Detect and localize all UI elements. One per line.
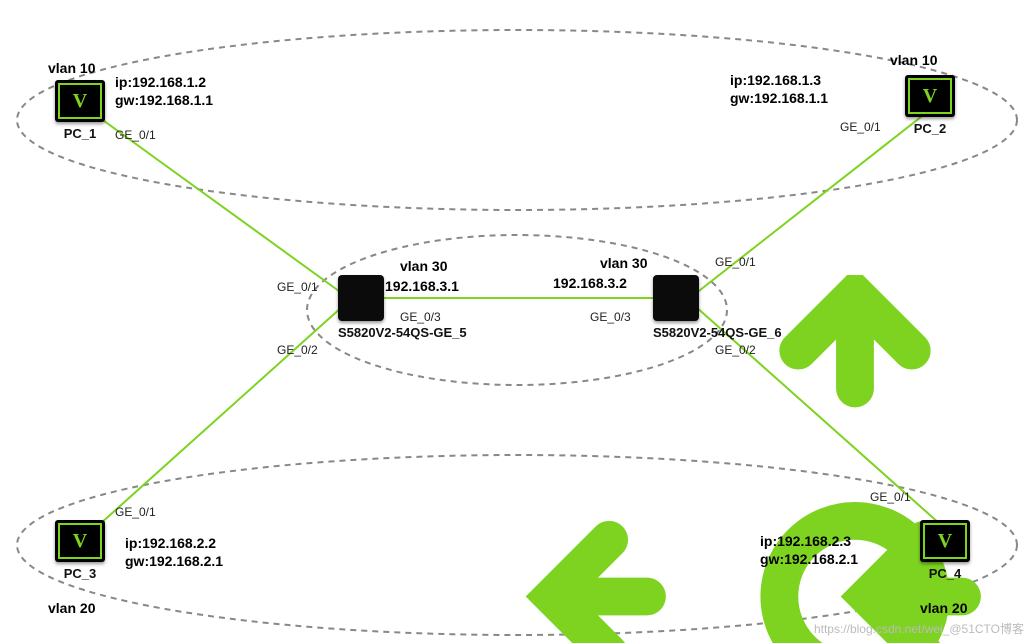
switch-5-port-3: GE_0/3 — [400, 310, 441, 324]
topology-canvas: S5820V2-54QS-GE_5 vlan 30 192.168.3.1 GE… — [0, 0, 1034, 643]
pc-1-port: GE_0/1 — [115, 128, 156, 142]
pc-4-vlan: vlan 20 — [920, 600, 967, 616]
switch-5-label: S5820V2-54QS-GE_5 — [338, 325, 467, 340]
pc-3-label: PC_3 — [55, 566, 105, 581]
pc-4-label: PC_4 — [920, 566, 970, 581]
switch-6-port-3: GE_0/3 — [590, 310, 631, 324]
switch-5-ip: 192.168.3.1 — [385, 278, 459, 294]
pc-3[interactable]: V PC_3 — [55, 520, 105, 581]
pc-2-port: GE_0/1 — [840, 120, 881, 134]
pc-icon: V — [55, 80, 105, 122]
pc-icon: V — [905, 75, 955, 117]
pc-3-ip: ip:192.168.2.2 — [125, 535, 216, 551]
switch-icon — [338, 275, 384, 321]
switch-5-vlan: vlan 30 — [400, 258, 447, 274]
switch-6[interactable]: S5820V2-54QS-GE_6 — [653, 275, 782, 340]
pc-3-gw: gw:192.168.2.1 — [125, 553, 223, 569]
pc-1[interactable]: V PC_1 — [55, 80, 105, 141]
pc-2-vlan: vlan 10 — [890, 52, 937, 68]
switch-6-port-1: GE_0/1 — [715, 255, 756, 269]
switch-5-port-1: GE_0/1 — [277, 280, 318, 294]
watermark: https://blog.csdn.net/wei_@51CTO博客 — [814, 620, 1024, 637]
pc-1-vlan: vlan 10 — [48, 60, 95, 76]
switch-6-label: S5820V2-54QS-GE_6 — [653, 325, 782, 340]
pc-2-gw: gw:192.168.1.1 — [730, 90, 828, 106]
pc-icon: V — [55, 520, 105, 562]
switch-6-ip: 192.168.3.2 — [553, 275, 627, 291]
pc-4[interactable]: V PC_4 — [920, 520, 970, 581]
switch-5-port-2: GE_0/2 — [277, 343, 318, 357]
pc-4-gw: gw:192.168.2.1 — [760, 551, 858, 567]
switch-6-vlan: vlan 30 — [600, 255, 647, 271]
switch-icon — [653, 275, 699, 321]
pc-4-ip: ip:192.168.2.3 — [760, 533, 851, 549]
pc-3-vlan: vlan 20 — [48, 600, 95, 616]
pc-icon: V — [920, 520, 970, 562]
pc-4-port: GE_0/1 — [870, 490, 911, 504]
pc-3-port: GE_0/1 — [115, 505, 156, 519]
pc-1-label: PC_1 — [55, 126, 105, 141]
pc-1-gw: gw:192.168.1.1 — [115, 92, 213, 108]
pc-2-label: PC_2 — [905, 121, 955, 136]
pc-2-ip: ip:192.168.1.3 — [730, 72, 821, 88]
pc-2[interactable]: V PC_2 — [905, 75, 955, 136]
switch-6-port-2: GE_0/2 — [715, 343, 756, 357]
pc-1-ip: ip:192.168.1.2 — [115, 74, 206, 90]
